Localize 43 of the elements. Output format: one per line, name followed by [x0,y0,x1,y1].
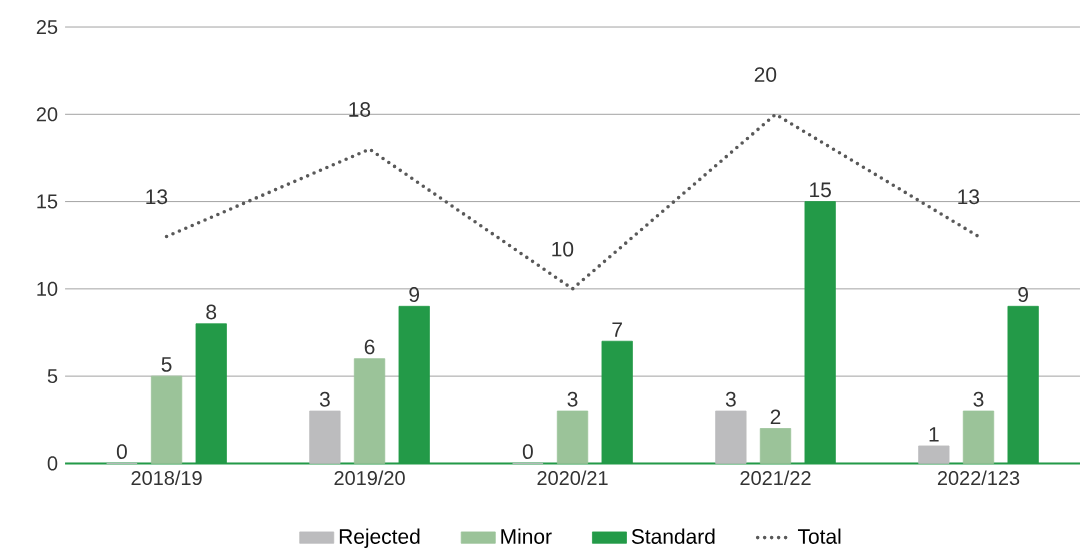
data-label: 7 [612,322,622,338]
data-label: 9 [409,287,420,303]
data-label: 15 [810,182,831,198]
data-label: 20 [754,67,777,83]
data-label: 3 [725,392,736,407]
legend-label: Standard [631,528,715,545]
data-label: 0 [522,444,533,460]
y-tick-label: 10 [37,282,58,297]
data-label: 3 [319,392,330,407]
bar [918,445,950,465]
data-label: 5 [161,357,172,372]
legend-label: Total [797,528,841,545]
bar [759,428,792,465]
data-label: 6 [364,339,375,355]
data-label: 8 [206,304,217,320]
data-label: 2 [770,409,781,425]
bar [715,410,747,465]
data-label: 9 [1018,287,1028,303]
bar [556,410,589,465]
data-label: 13 [958,189,980,205]
data-label: 0 [116,444,127,460]
bar [353,358,386,465]
y-tick-label: 25 [36,20,58,35]
data-label: 3 [567,392,578,407]
x-tick-label: 2021/22 [740,470,811,486]
x-tick-label: 2020/21 [537,470,608,486]
x-tick-label: 2019/20 [334,470,405,486]
data-label: 1 [929,427,939,442]
data-label: 10 [552,241,574,257]
bar [309,410,341,465]
y-tick-label: 5 [47,369,58,384]
legend-label: Rejected [339,528,420,549]
bar [962,410,995,465]
y-tick-label: 20 [36,107,58,122]
data-label: 18 [349,102,371,118]
bar [150,375,183,465]
data-label: 13 [146,189,168,205]
y-tick-label: 15 [37,194,58,209]
x-tick-label: 2018/19 [131,470,202,486]
data-label: 3 [973,392,984,407]
legend-label: Minor [501,528,552,545]
y-tick-label: 0 [47,456,58,471]
x-tick-label: 2022/123 [937,470,1020,486]
